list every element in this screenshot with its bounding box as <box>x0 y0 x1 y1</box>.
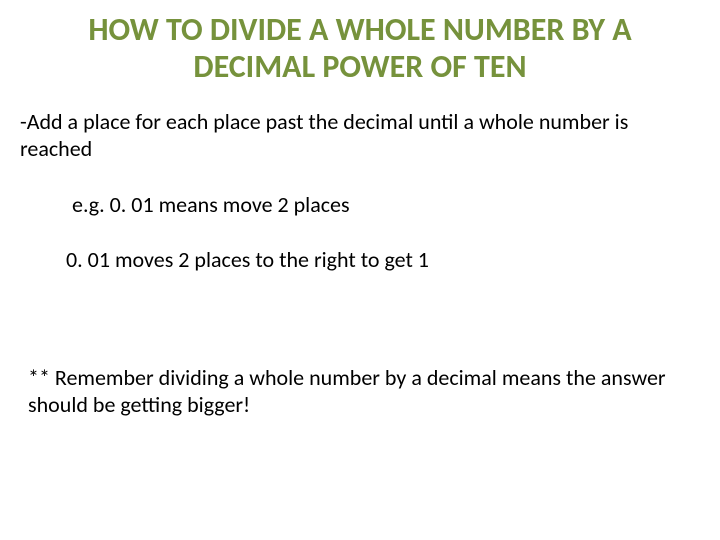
rule-text: -Add a place for each place past the dec… <box>20 108 700 163</box>
example-line-1: e.g. 0. 01 means move 2 places <box>20 191 700 219</box>
slide-title: HOW TO DIVIDE A WHOLE NUMBER BY A DECIMA… <box>20 12 700 86</box>
reminder-text: ** Remember dividing a whole number by a… <box>20 364 700 419</box>
example-line-2: 0. 01 moves 2 places to the right to get… <box>20 246 700 274</box>
